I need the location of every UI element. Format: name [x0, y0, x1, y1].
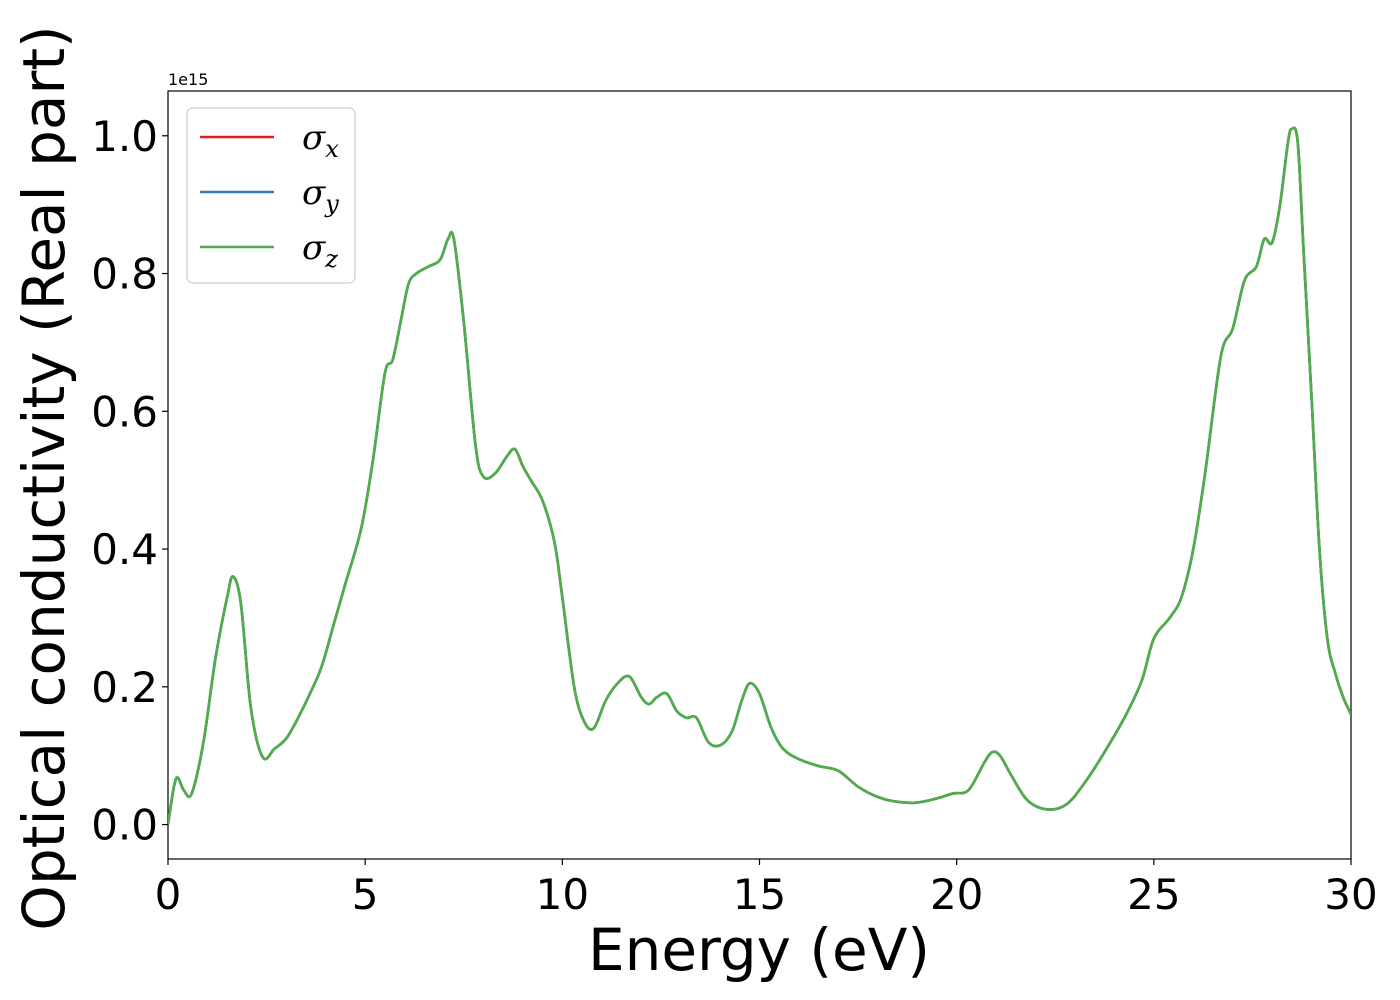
x-tick-label: 15	[733, 870, 786, 919]
legend-label-3: σz	[302, 228, 338, 273]
y-tick-label: 0.6	[91, 387, 158, 436]
y-axis-ticks: 0.0 0.2 0.4 0.6 0.8 1.0	[91, 112, 168, 850]
x-tick-label: 30	[1324, 870, 1377, 919]
y-tick-label: 0.8	[91, 250, 158, 299]
series-line-3	[168, 126, 1351, 825]
series-layer	[168, 126, 1351, 825]
x-axis-label: Energy (eV)	[588, 916, 930, 984]
legend-label-2: σy	[302, 173, 339, 218]
x-tick-label: 25	[1127, 870, 1180, 919]
y-tick-label: 0.0	[91, 801, 158, 850]
x-tick-label: 5	[352, 870, 379, 919]
y-axis-label: Optical conductivity (Real part)	[10, 25, 78, 930]
y-tick-label: 0.2	[91, 663, 158, 712]
legend-label-1: σx	[302, 118, 339, 163]
x-axis-ticks: 0 5 10 15 20 25 30	[155, 859, 1378, 919]
legend-entries: σx σy σz	[200, 118, 339, 273]
y-axis-offset-text: 1e15	[168, 70, 208, 89]
x-tick-label: 20	[930, 870, 983, 919]
x-tick-label: 10	[536, 870, 589, 919]
y-tick-label: 0.4	[91, 525, 158, 574]
y-tick-label: 1.0	[91, 112, 158, 161]
x-tick-label: 0	[155, 870, 182, 919]
legend: σx σy σz	[186, 107, 356, 284]
legend-box	[186, 107, 356, 284]
